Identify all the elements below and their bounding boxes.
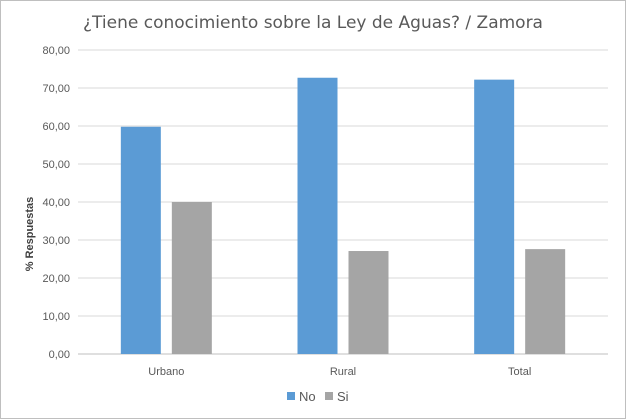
x-category-label: Rural: [330, 366, 356, 378]
y-tick-label: 20,00: [42, 273, 70, 285]
gridlines: [78, 49, 608, 355]
bar-si-rural: [348, 251, 389, 354]
bar-no-urbano: [120, 126, 161, 354]
x-axis-categories: Urbano Rural Total: [148, 366, 531, 378]
x-category-label: Total: [508, 366, 531, 378]
y-axis-label: % Respuestas: [24, 197, 36, 272]
legend-swatch-no: [287, 392, 295, 400]
legend-swatch-si: [325, 392, 333, 400]
y-tick-label: 80,00: [42, 45, 70, 57]
bar-si-urbano: [171, 202, 212, 354]
y-tick-label: 60,00: [42, 121, 70, 133]
y-tick-label: 10,00: [42, 311, 70, 323]
legend-label-si: Si: [337, 389, 349, 404]
legend-label-no: No: [299, 389, 316, 404]
bar-no-total: [474, 79, 515, 354]
bar-si-total: [525, 249, 566, 354]
y-tick-label: 40,00: [42, 197, 70, 209]
y-tick-label: 0,00: [49, 349, 70, 361]
y-tick-label: 50,00: [42, 159, 70, 171]
x-category-label: Urbano: [148, 366, 184, 378]
y-axis-ticks: 0,00 10,00 20,00 30,00 40,00 50,00 60,00 70,00 8…: [42, 45, 70, 361]
y-tick-label: 70,00: [42, 83, 70, 95]
y-tick-label: 30,00: [42, 235, 70, 247]
bars: [120, 77, 566, 355]
legend: No Si: [287, 389, 349, 404]
bar-no-rural: [297, 77, 338, 355]
chart-title: ¿Tiene conocimiento sobre la Ley de Agua…: [83, 13, 543, 33]
